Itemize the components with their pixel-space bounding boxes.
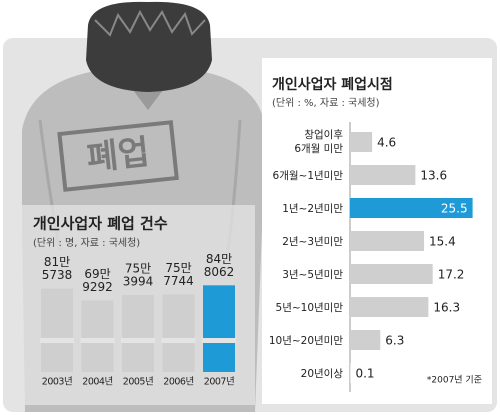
bar bbox=[350, 231, 425, 251]
x-tick-label: 2003년 bbox=[42, 377, 72, 388]
left-chart-subtitle: (단위 : 명, 자료 : 국세청) bbox=[33, 236, 140, 249]
axis-break bbox=[40, 338, 74, 343]
bar bbox=[162, 294, 195, 372]
x-tick-label: 2004년 bbox=[82, 377, 112, 388]
y-tick-label: 창업이후 bbox=[304, 128, 343, 141]
value-label: 75만 bbox=[165, 261, 191, 275]
value-label: 5738 bbox=[42, 268, 73, 282]
y-tick-label: 20년이상 bbox=[301, 368, 344, 380]
right-chart-title: 개인사업자 폐업시점 bbox=[272, 76, 393, 93]
hair-highlight bbox=[94, 9, 206, 37]
x-tick-label: 2006년 bbox=[163, 377, 193, 388]
axis-break bbox=[161, 338, 196, 343]
value-label: 7744 bbox=[163, 274, 194, 288]
bar bbox=[81, 300, 114, 372]
value-label: 69만 bbox=[84, 267, 110, 281]
y-tick-label: 2년~3년미만 bbox=[282, 236, 343, 248]
y-tick-label: 6개월~1년미만 bbox=[273, 170, 344, 182]
value-label: 8062 bbox=[204, 265, 235, 279]
value-label: 13.6 bbox=[420, 169, 447, 183]
stamp: 폐업 bbox=[57, 120, 179, 192]
x-tick-label: 2007년 bbox=[204, 377, 234, 388]
bar bbox=[350, 264, 433, 284]
value-label: 25.5 bbox=[441, 202, 468, 216]
note: *2007년 기준 bbox=[427, 375, 482, 386]
value-label: 6.3 bbox=[385, 334, 404, 348]
y-tick-label: 1년~2년미만 bbox=[282, 203, 343, 215]
value-label: 75만 bbox=[125, 261, 151, 275]
bar bbox=[350, 132, 373, 152]
axis-break bbox=[202, 338, 236, 343]
value-label: 3994 bbox=[123, 274, 154, 288]
bar bbox=[203, 285, 235, 372]
bar bbox=[350, 165, 416, 185]
value-label: 17.2 bbox=[438, 268, 465, 282]
y-tick-label: 5년~10년미만 bbox=[276, 302, 344, 314]
y-tick-label: 3년~5년미만 bbox=[282, 269, 343, 281]
bar bbox=[122, 294, 154, 372]
head bbox=[86, 1, 212, 92]
value-label: 15.4 bbox=[429, 235, 456, 249]
right-chart-subtitle: (단위 : %, 자료 : 국세청) bbox=[272, 96, 380, 109]
bar bbox=[350, 297, 429, 317]
x-tick-label: 2005년 bbox=[123, 377, 153, 388]
y-tick-label: 6개월 미만 bbox=[294, 143, 343, 155]
left-chart-title: 개인사업자 폐업 건수 bbox=[33, 215, 168, 233]
value-label: 0.1 bbox=[355, 367, 374, 381]
value-label: 16.3 bbox=[433, 301, 460, 315]
value-label: 4.6 bbox=[377, 136, 396, 150]
axis-break bbox=[80, 338, 115, 343]
value-label: 84만 bbox=[206, 252, 232, 266]
bar bbox=[350, 198, 473, 218]
value-label: 81만 bbox=[44, 255, 70, 269]
axis-break bbox=[121, 338, 155, 343]
value-label: 9292 bbox=[82, 280, 113, 294]
stamp-text: 폐업 bbox=[85, 132, 151, 178]
bar bbox=[350, 330, 381, 350]
bar bbox=[41, 288, 73, 372]
stamp-frame bbox=[57, 120, 179, 192]
y-tick-label: 10년~20년미만 bbox=[269, 335, 343, 347]
